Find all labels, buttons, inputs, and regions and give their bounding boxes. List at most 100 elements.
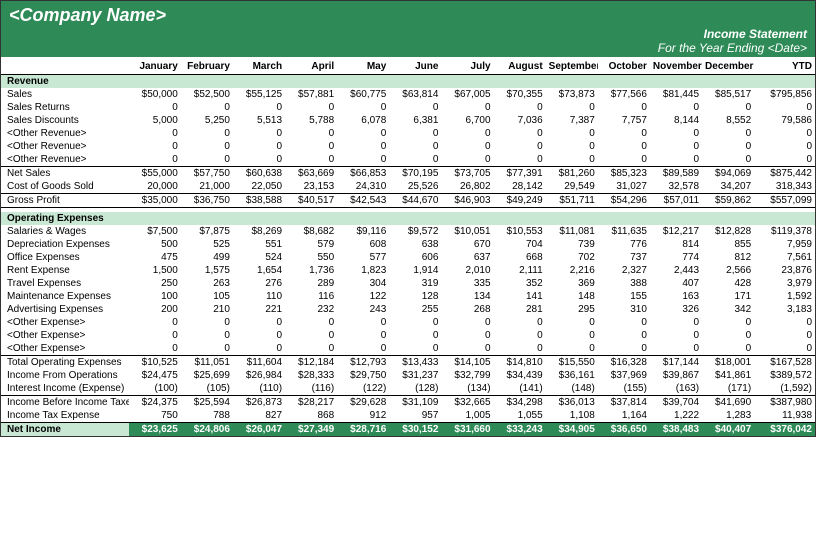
cell-value: 5,250 [181, 114, 233, 127]
cell-value: $25,594 [181, 395, 233, 409]
cell-value: $38,588 [233, 194, 285, 208]
cell-value: $42,543 [337, 194, 389, 208]
ytd-value: 318,343 [754, 180, 815, 194]
month-header: August [494, 57, 546, 75]
cell-value: 100 [129, 290, 181, 303]
cell-value: $77,391 [494, 167, 546, 181]
cell-value: 2,010 [441, 264, 493, 277]
cell-value: 1,914 [389, 264, 441, 277]
header-right: Income Statement For the Year Ending <Da… [658, 27, 807, 55]
cell-value: $44,670 [389, 194, 441, 208]
cell-value: 2,216 [546, 264, 598, 277]
cell-value: 0 [546, 153, 598, 167]
cell-value: $63,814 [389, 88, 441, 101]
cell-value: 0 [546, 316, 598, 329]
cell-value: 8,144 [650, 114, 702, 127]
row-label: <Other Revenue> [1, 140, 129, 153]
cell-value: $16,328 [598, 355, 650, 369]
cell-value: 702 [546, 251, 598, 264]
row-label: <Other Expense> [1, 316, 129, 329]
cell-value: $39,704 [650, 395, 702, 409]
cell-value: 255 [389, 303, 441, 316]
cell-value: 0 [650, 329, 702, 342]
cell-value: 0 [129, 329, 181, 342]
table-row: <Other Expense>0000000000000 [1, 329, 815, 342]
cell-value: $28,333 [285, 369, 337, 382]
cell-value: 26,802 [441, 180, 493, 194]
cell-value: 551 [233, 238, 285, 251]
cell-value: 500 [129, 238, 181, 251]
cell-value: $26,047 [233, 422, 285, 436]
cell-value: 606 [389, 251, 441, 264]
cell-value: 289 [285, 277, 337, 290]
cell-value: 0 [285, 127, 337, 140]
header-row: January February March April May June Ju… [1, 57, 815, 75]
cell-value: $12,828 [702, 225, 754, 238]
cell-value: 524 [233, 251, 285, 264]
cell-value: 0 [181, 329, 233, 342]
cell-value: 1,222 [650, 409, 702, 423]
cell-value: 0 [441, 316, 493, 329]
cell-value: 0 [546, 342, 598, 356]
cell-value: 788 [181, 409, 233, 423]
table-row: <Other Revenue>0000000000000 [1, 153, 815, 167]
cell-value: 0 [181, 127, 233, 140]
cell-value: 369 [546, 277, 598, 290]
cell-value: 499 [181, 251, 233, 264]
ytd-value: 79,586 [754, 114, 815, 127]
cell-value: 268 [441, 303, 493, 316]
row-label: Advertising Expenses [1, 303, 129, 316]
ytd-value: 3,979 [754, 277, 815, 290]
cell-value: 0 [441, 153, 493, 167]
cell-value: $41,861 [702, 369, 754, 382]
month-header: November [650, 57, 702, 75]
ytd-value: 11,938 [754, 409, 815, 423]
cell-value: 0 [702, 127, 754, 140]
row-label: Gross Profit [1, 194, 129, 208]
table-row: Net Sales$55,000$57,750$60,638$63,669$66… [1, 167, 815, 181]
cell-value: 7,387 [546, 114, 598, 127]
cell-value: 128 [389, 290, 441, 303]
cell-value: 6,381 [389, 114, 441, 127]
table-row: <Other Expense>0000000000000 [1, 316, 815, 329]
cell-value: 1,654 [233, 264, 285, 277]
cell-value: $36,650 [598, 422, 650, 436]
cell-value: 0 [650, 101, 702, 114]
row-label: Salaries & Wages [1, 225, 129, 238]
cell-value: 148 [546, 290, 598, 303]
cell-value: 1,005 [441, 409, 493, 423]
cell-value: 0 [598, 329, 650, 342]
cell-value: $18,001 [702, 355, 754, 369]
cell-value: 407 [650, 277, 702, 290]
cell-value: 0 [546, 101, 598, 114]
table-row: Total Operating Expenses$10,525$11,051$1… [1, 355, 815, 369]
cell-value: $70,195 [389, 167, 441, 181]
cell-value: 1,575 [181, 264, 233, 277]
cell-value: 319 [389, 277, 441, 290]
period-label: For the Year Ending <Date> [658, 41, 807, 55]
cell-value: 0 [441, 329, 493, 342]
cell-value: 750 [129, 409, 181, 423]
cell-value: 5,788 [285, 114, 337, 127]
cell-value: 281 [494, 303, 546, 316]
cell-value: 827 [233, 409, 285, 423]
cell-value: (163) [650, 382, 702, 396]
cell-value: $12,184 [285, 355, 337, 369]
cell-value: 670 [441, 238, 493, 251]
cell-value: 1,736 [285, 264, 337, 277]
cell-value: 0 [598, 316, 650, 329]
cell-value: 0 [181, 101, 233, 114]
cell-value: 141 [494, 290, 546, 303]
cell-value: 352 [494, 277, 546, 290]
cell-value: 0 [181, 342, 233, 356]
cell-value: (122) [337, 382, 389, 396]
cell-value: $66,853 [337, 167, 389, 181]
ytd-value: 1,592 [754, 290, 815, 303]
cell-value: 1,500 [129, 264, 181, 277]
cell-value: $35,000 [129, 194, 181, 208]
cell-value: 8,552 [702, 114, 754, 127]
cell-value: 6,078 [337, 114, 389, 127]
cell-value: $15,550 [546, 355, 598, 369]
cell-value: 22,050 [233, 180, 285, 194]
cell-value: 0 [702, 101, 754, 114]
